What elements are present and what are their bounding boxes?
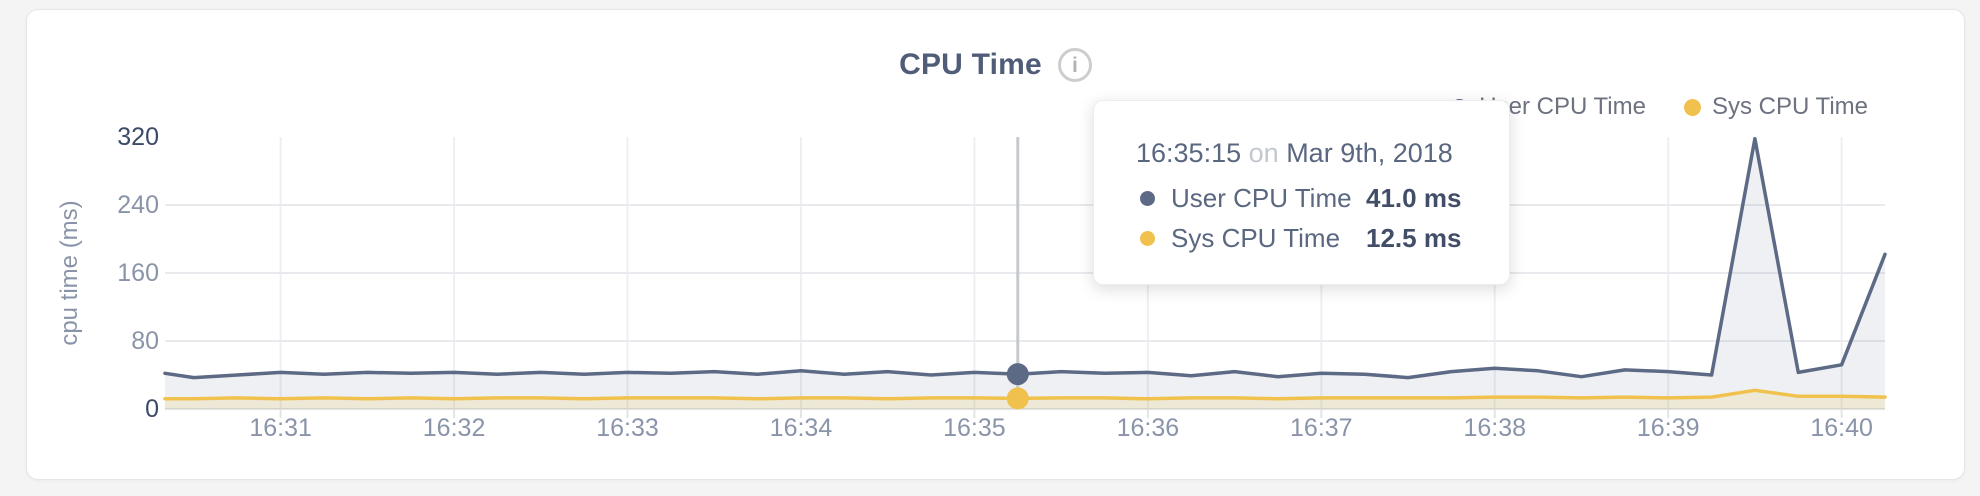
chart-title: CPU Time (899, 48, 1042, 81)
cpu-time-chart-card: CPU Time i User CPU Time Sys CPU Time cpu… (26, 9, 1965, 480)
x-tick-label: 16:38 (1463, 414, 1527, 442)
tooltip-row-sys: Sys CPU Time 12.5 ms (1094, 223, 1509, 253)
legend: User CPU Time Sys CPU Time (1451, 93, 1868, 121)
legend-dot-icon (1683, 98, 1701, 116)
x-tick-label: 16:40 (1810, 414, 1873, 442)
y-tick-label: 0 (145, 395, 159, 423)
legend-label: Sys CPU Time (1711, 93, 1868, 120)
x-tick-label: 16:32 (422, 414, 486, 442)
info-icon[interactable]: i (1057, 48, 1092, 82)
tooltip-row-user: User CPU Time 41.0 ms (1094, 183, 1509, 213)
x-tick-label: 16:33 (596, 414, 659, 442)
hover-point-sys (1006, 387, 1029, 410)
cpu-time-chart[interactable] (163, 136, 1887, 419)
hover-point-user (1006, 363, 1029, 386)
user-series-dot-icon (1140, 190, 1155, 206)
sys-series-dot-icon (1140, 230, 1155, 246)
chart-header: CPU Time i (27, 48, 1964, 82)
tooltip-row-value: 12.5 ms (1366, 223, 1462, 253)
tooltip-row-value: 41.0 ms (1366, 183, 1462, 213)
tooltip-row-label: User CPU Time (1171, 183, 1352, 213)
y-tick-label: 160 (117, 259, 159, 287)
tooltip-row-label: Sys CPU Time (1171, 223, 1341, 253)
x-tick-label: 16:36 (1116, 414, 1180, 442)
x-tick-label: 16:31 (249, 414, 312, 442)
tooltip-date: Mar 9th, 2018 (1286, 138, 1453, 168)
tooltip-time: 16:35:15 (1136, 138, 1242, 168)
x-tick-label: 16:35 (943, 414, 1006, 442)
tooltip-title: 16:35:15 on Mar 9th, 2018 (1094, 137, 1509, 169)
x-tick-label: 16:37 (1290, 414, 1353, 442)
x-tick-label: 16:34 (769, 414, 833, 442)
tooltip-connector: on (1248, 138, 1279, 168)
y-tick-label: 240 (117, 191, 159, 219)
x-tick-label: 16:39 (1636, 414, 1700, 442)
y-tick-label: 80 (131, 327, 159, 355)
legend-item-sys-cpu-time[interactable]: Sys CPU Time (1683, 93, 1868, 121)
chart-tooltip: 16:35:15 on Mar 9th, 2018 User CPU Time … (1093, 100, 1510, 285)
user-cpu-area (165, 138, 1885, 409)
y-tick-label: 320 (117, 123, 159, 151)
